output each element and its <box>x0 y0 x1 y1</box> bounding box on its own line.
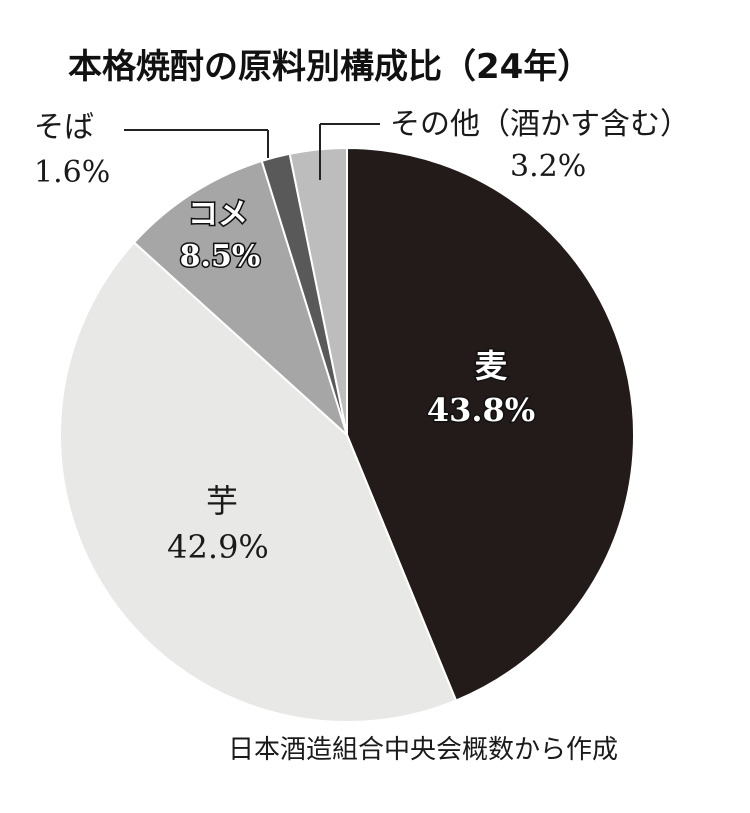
slice-other <box>288 146 348 436</box>
slice-value-kome: 8.5% <box>180 239 261 274</box>
source-note: 日本酒造組合中央会概数から作成 <box>228 735 618 765</box>
chart-title: 本格焼酎の原料別構成比（24年） <box>68 47 591 87</box>
slice-value-imo: 42.9% <box>167 528 269 566</box>
slice-mugi <box>346 146 636 702</box>
slice-value-mugi: 43.8% <box>427 391 535 429</box>
slice-kome <box>132 159 350 439</box>
slice-label-soba: そば <box>34 110 94 145</box>
slice-imo <box>58 241 458 724</box>
slice-label-kome: コメ <box>188 197 248 232</box>
pie-slices <box>58 146 636 724</box>
slice-label-mugi: 麦 <box>475 347 508 385</box>
slice-label-imo: 芋 <box>206 482 238 520</box>
slice-value-other: 3.2% <box>510 149 586 184</box>
slice-value-soba: 1.6% <box>34 155 110 190</box>
slice-label-other: その他（酒かす含む） <box>390 107 690 142</box>
